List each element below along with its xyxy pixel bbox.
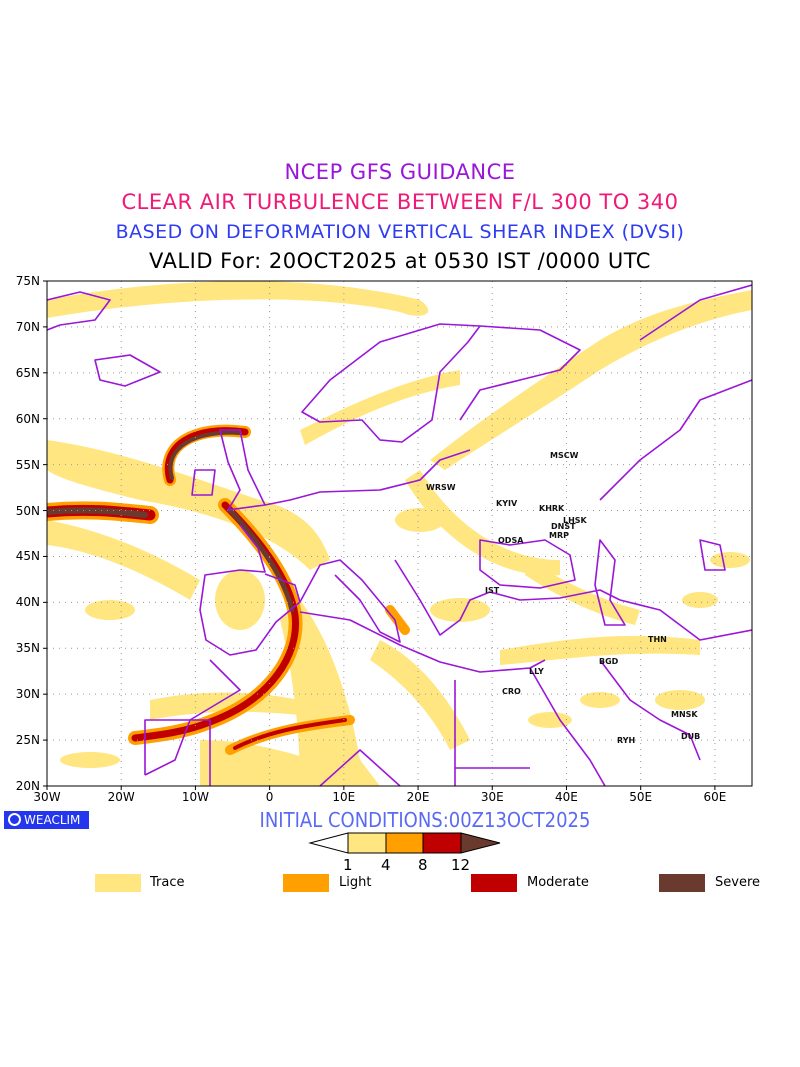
lat-lon-grid <box>47 281 752 786</box>
city-label: ODSA <box>498 536 524 545</box>
lon-label: 40E <box>555 790 578 804</box>
city-label: IST <box>485 586 500 595</box>
legend-label-light: Light <box>339 875 372 890</box>
lon-label: 60E <box>703 790 727 804</box>
colorbar-trace <box>347 832 387 854</box>
city-label: DUB <box>681 732 701 741</box>
city-label: THN <box>648 635 667 644</box>
colorbar-tick: 8 <box>418 856 428 874</box>
colorbar <box>308 832 501 854</box>
map-frame <box>46 280 753 787</box>
coastlines-borders <box>47 284 752 786</box>
city-label: WRSW <box>426 483 456 492</box>
city-label: RYH <box>617 736 636 745</box>
colorbar-tick: 12 <box>451 856 471 874</box>
legend-swatch-moderate <box>471 874 517 892</box>
colorbar-tick: 1 <box>343 856 353 874</box>
lat-label: 55N <box>15 457 40 472</box>
lon-label: 20E <box>406 790 430 804</box>
legend-swatch-trace <box>95 874 141 892</box>
lon-label: 0 <box>265 790 274 804</box>
title-product: CLEAR AIR TURBULENCE BETWEEN F/L 300 TO … <box>121 190 679 214</box>
city-label: LHSK <box>563 516 587 525</box>
city-label: MSCW <box>550 451 579 460</box>
city-label: BGD <box>599 657 619 666</box>
city-label: LLY <box>529 667 544 676</box>
title-guidance: NCEP GFS GUIDANCE <box>284 160 516 184</box>
lat-label: 50N <box>15 503 40 518</box>
colorbar-severe <box>460 832 501 854</box>
city-label: CRO <box>502 687 521 696</box>
legend-swatch-severe <box>659 874 705 892</box>
lon-label: 10E <box>332 790 356 804</box>
lat-label: 65N <box>15 365 40 380</box>
colorbar-tick: 4 <box>381 856 391 874</box>
colorbar-moderate <box>422 832 462 854</box>
city-label: KYIV <box>496 499 518 508</box>
city-label: KHRK <box>539 504 565 513</box>
lat-label: 35N <box>15 641 40 656</box>
lat-label: 20N <box>15 779 40 793</box>
title-method: BASED ON DEFORMATION VERTICAL SHEAR INDE… <box>115 221 685 243</box>
lat-label: 30N <box>15 687 40 702</box>
lat-label: 60N <box>15 411 40 426</box>
lat-label: 40N <box>15 595 40 610</box>
colorbar-light <box>385 832 424 854</box>
lon-label: 30W <box>33 790 61 804</box>
lat-label: 70N <box>15 319 40 334</box>
weaclim-logo: WEACLIM <box>4 811 89 829</box>
legend-label-moderate: Moderate <box>527 875 589 890</box>
legend-swatch-light <box>283 874 329 892</box>
lat-label: 25N <box>15 733 40 748</box>
city-label: MNSK <box>671 710 698 719</box>
logo-ring-icon <box>8 813 21 826</box>
lon-label: 10W <box>181 790 209 804</box>
city-label: DNST <box>551 522 576 531</box>
lon-label: 30E <box>480 790 504 804</box>
title-valid-time: VALID For: 20OCT2025 at 0530 IST /0000 U… <box>149 249 651 273</box>
legend-label-severe: Severe <box>715 875 760 890</box>
initial-conditions: INITIAL CONDITIONS:00Z13OCT2025 <box>259 808 591 832</box>
city-label: MRP <box>549 531 569 540</box>
legend-label-trace: Trace <box>150 875 185 890</box>
lon-label: 50E <box>629 790 653 804</box>
colorbar-under <box>308 832 349 854</box>
lat-label: 75N <box>15 274 40 288</box>
lat-label: 45N <box>15 549 40 564</box>
lon-label: 20W <box>107 790 135 804</box>
